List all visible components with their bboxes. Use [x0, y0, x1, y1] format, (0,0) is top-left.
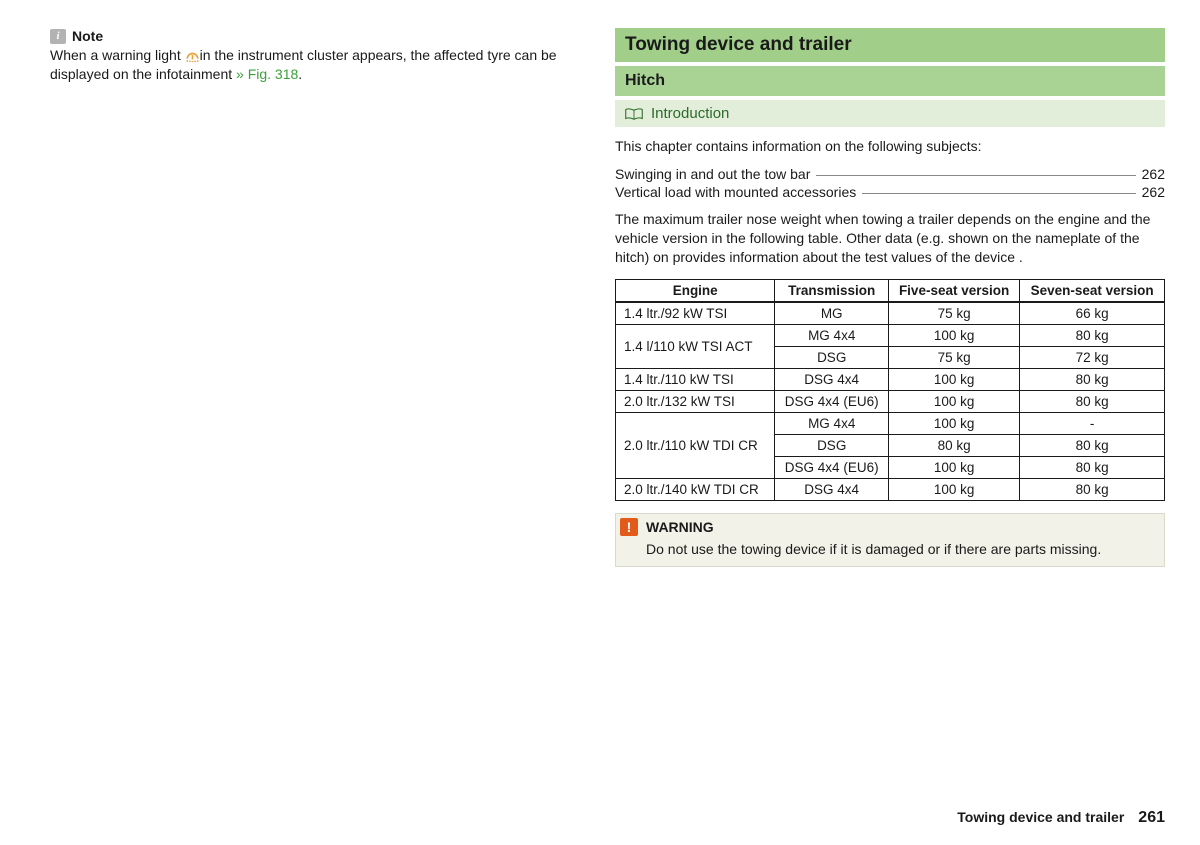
- spec-table: Engine Transmission Five-seat version Se…: [615, 279, 1165, 501]
- cell-trans: DSG: [775, 434, 889, 456]
- cell-trans: DSG 4x4 (EU6): [775, 456, 889, 478]
- left-column: i Note When a warning light in the instr…: [50, 28, 575, 567]
- cell-engine: 2.0 ltr./132 kW TSI: [616, 390, 775, 412]
- cell-trans: DSG 4x4 (EU6): [775, 390, 889, 412]
- toc-page: 262: [1142, 166, 1165, 182]
- footer-page-number: 261: [1138, 809, 1165, 827]
- footer-title: Towing device and trailer: [957, 809, 1124, 825]
- toc-label: Vertical load with mounted accessories: [615, 184, 856, 200]
- toc-row-1: Vertical load with mounted accessories 2…: [615, 184, 1165, 200]
- cell-seven: 80 kg: [1020, 368, 1165, 390]
- cell-five: 100 kg: [889, 324, 1020, 346]
- col-seven-seat: Seven-seat version: [1020, 279, 1165, 302]
- col-five-seat: Five-seat version: [889, 279, 1020, 302]
- toc-leader: [816, 175, 1135, 176]
- cell-five: 80 kg: [889, 434, 1020, 456]
- intro-text: This chapter contains information on the…: [615, 137, 1165, 156]
- cell-seven: -: [1020, 412, 1165, 434]
- cell-trans: MG 4x4: [775, 412, 889, 434]
- toc-row-0: Swinging in and out the tow bar 262: [615, 166, 1165, 182]
- cell-five: 100 kg: [889, 412, 1020, 434]
- chapter-heading: Towing device and trailer: [615, 28, 1165, 62]
- cell-five: 75 kg: [889, 302, 1020, 325]
- note-text-1: When a warning light: [50, 47, 185, 63]
- intro-label: Introduction: [651, 105, 729, 122]
- warning-box: ! WARNING Do not use the towing device i…: [615, 513, 1165, 568]
- cell-trans: DSG: [775, 346, 889, 368]
- cell-engine: 2.0 ltr./110 kW TDI CR: [616, 412, 775, 478]
- info-icon: i: [50, 29, 66, 44]
- toc-leader: [862, 193, 1135, 194]
- table-row: 1.4 l/110 kW TSI ACTMG 4x4100 kg80 kg: [616, 324, 1165, 346]
- cell-seven: 80 kg: [1020, 434, 1165, 456]
- warning-icon: !: [620, 518, 638, 536]
- cell-engine: 1.4 ltr./92 kW TSI: [616, 302, 775, 325]
- table-row: 2.0 ltr./140 kW TDI CRDSG 4x4100 kg80 kg: [616, 478, 1165, 500]
- cell-seven: 80 kg: [1020, 324, 1165, 346]
- book-icon: [625, 107, 643, 120]
- table-header-row: Engine Transmission Five-seat version Se…: [616, 279, 1165, 302]
- cell-five: 75 kg: [889, 346, 1020, 368]
- toc-page: 262: [1142, 184, 1165, 200]
- toc-label: Swinging in and out the tow bar: [615, 166, 810, 182]
- cell-trans: MG: [775, 302, 889, 325]
- intro-bar: Introduction: [615, 100, 1165, 127]
- cell-engine: 1.4 l/110 kW TSI ACT: [616, 324, 775, 368]
- table-row: 2.0 ltr./132 kW TSIDSG 4x4 (EU6)100 kg80…: [616, 390, 1165, 412]
- col-transmission: Transmission: [775, 279, 889, 302]
- cell-engine: 2.0 ltr./140 kW TDI CR: [616, 478, 775, 500]
- note-body: When a warning light in the instrument c…: [50, 46, 575, 84]
- cell-seven: 72 kg: [1020, 346, 1165, 368]
- col-engine: Engine: [616, 279, 775, 302]
- tyre-warning-icon: [185, 48, 200, 62]
- right-column: Towing device and trailer Hitch Introduc…: [615, 28, 1165, 567]
- note-period: .: [298, 66, 302, 82]
- note-label: Note: [72, 28, 103, 44]
- cell-five: 100 kg: [889, 456, 1020, 478]
- cell-seven: 80 kg: [1020, 478, 1165, 500]
- cell-trans: MG 4x4: [775, 324, 889, 346]
- cell-trans: DSG 4x4: [775, 478, 889, 500]
- table-row: 2.0 ltr./110 kW TDI CRMG 4x4100 kg-: [616, 412, 1165, 434]
- warning-label: WARNING: [646, 519, 714, 535]
- warning-heading: ! WARNING: [616, 514, 1164, 540]
- cell-seven: 80 kg: [1020, 456, 1165, 478]
- section-heading: Hitch: [615, 66, 1165, 96]
- cell-engine: 1.4 ltr./110 kW TSI: [616, 368, 775, 390]
- fig-reference: » Fig. 318: [236, 66, 298, 82]
- cell-five: 100 kg: [889, 478, 1020, 500]
- warning-text: Do not use the towing device if it is da…: [616, 540, 1164, 559]
- cell-seven: 80 kg: [1020, 390, 1165, 412]
- cell-trans: DSG 4x4: [775, 368, 889, 390]
- note-heading: i Note: [50, 28, 575, 44]
- table-row: 1.4 ltr./110 kW TSIDSG 4x4100 kg80 kg: [616, 368, 1165, 390]
- cell-seven: 66 kg: [1020, 302, 1165, 325]
- body-paragraph: The maximum trailer nose weight when tow…: [615, 210, 1165, 267]
- cell-five: 100 kg: [889, 390, 1020, 412]
- table-row: 1.4 ltr./92 kW TSIMG75 kg66 kg: [616, 302, 1165, 325]
- cell-five: 100 kg: [889, 368, 1020, 390]
- page-footer: Towing device and trailer 261: [957, 809, 1165, 827]
